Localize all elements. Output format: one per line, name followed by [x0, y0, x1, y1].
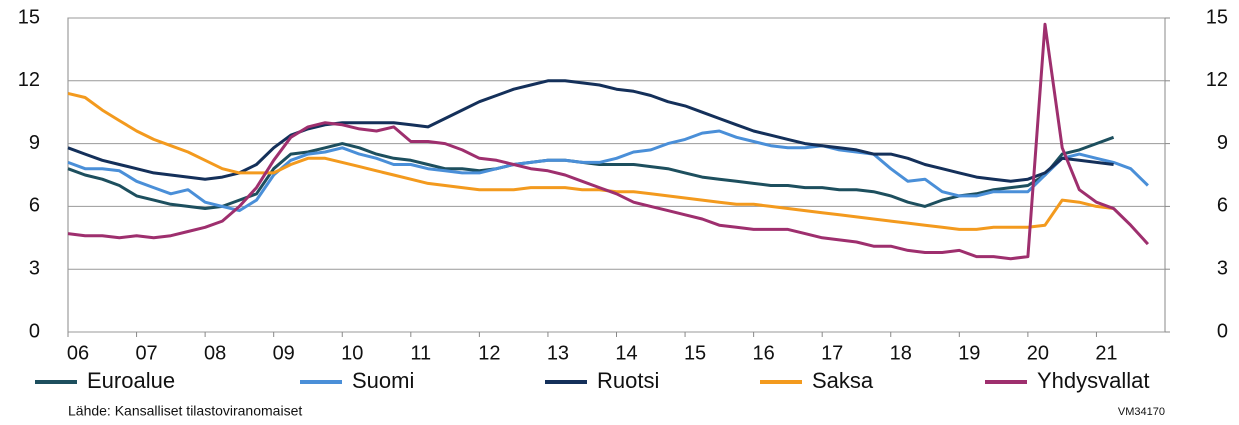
- legend-label: Suomi: [352, 368, 414, 393]
- series-line: [67, 91, 1114, 231]
- x-tick-label: 16: [753, 342, 775, 364]
- x-tick-label: 09: [273, 342, 295, 364]
- y-tick-label: 6: [29, 195, 40, 217]
- legend-label: Ruotsi: [597, 368, 659, 393]
- x-tick-label: 06: [67, 342, 89, 364]
- y-tick-label: 9: [29, 132, 40, 154]
- series-line: [67, 79, 1114, 183]
- x-tick-label: 10: [341, 342, 363, 364]
- y2-tick-label: 6: [1217, 195, 1228, 217]
- x-tick-label: 17: [821, 342, 843, 364]
- x-tick-label: 18: [890, 342, 912, 364]
- y2-tick-label: 12: [1206, 69, 1228, 91]
- legend-label: Saksa: [812, 368, 874, 393]
- series-line: [67, 22, 1150, 261]
- x-tick-label: 13: [547, 342, 569, 364]
- chart-code: VM34170: [1118, 406, 1165, 418]
- x-tick-label: 07: [135, 342, 157, 364]
- y-tick-label: 0: [29, 320, 40, 342]
- y2-tick-label: 0: [1217, 320, 1228, 342]
- x-tick-label: 20: [1027, 342, 1049, 364]
- x-tick-label: 21: [1095, 342, 1117, 364]
- legend-label: Euroalue: [87, 368, 175, 393]
- x-tick-label: 11: [410, 342, 431, 364]
- y-tick-label: 12: [18, 69, 40, 91]
- y-tick-label: 3: [29, 257, 40, 279]
- y2-tick-label: 9: [1217, 132, 1228, 154]
- x-tick-label: 08: [204, 342, 226, 364]
- y-tick-label: 15: [18, 6, 40, 28]
- source-note: Lähde: Kansalliset tilastoviranomaiset: [68, 403, 302, 419]
- legend-label: Yhdysvallat: [1037, 368, 1150, 393]
- x-tick-label: 15: [684, 342, 706, 364]
- x-tick-label: 14: [615, 342, 637, 364]
- y2-tick-label: 15: [1206, 6, 1228, 28]
- x-tick-label: 19: [958, 342, 980, 364]
- y2-tick-label: 3: [1217, 257, 1228, 279]
- series-line: [67, 129, 1149, 213]
- x-tick-label: 12: [478, 342, 500, 364]
